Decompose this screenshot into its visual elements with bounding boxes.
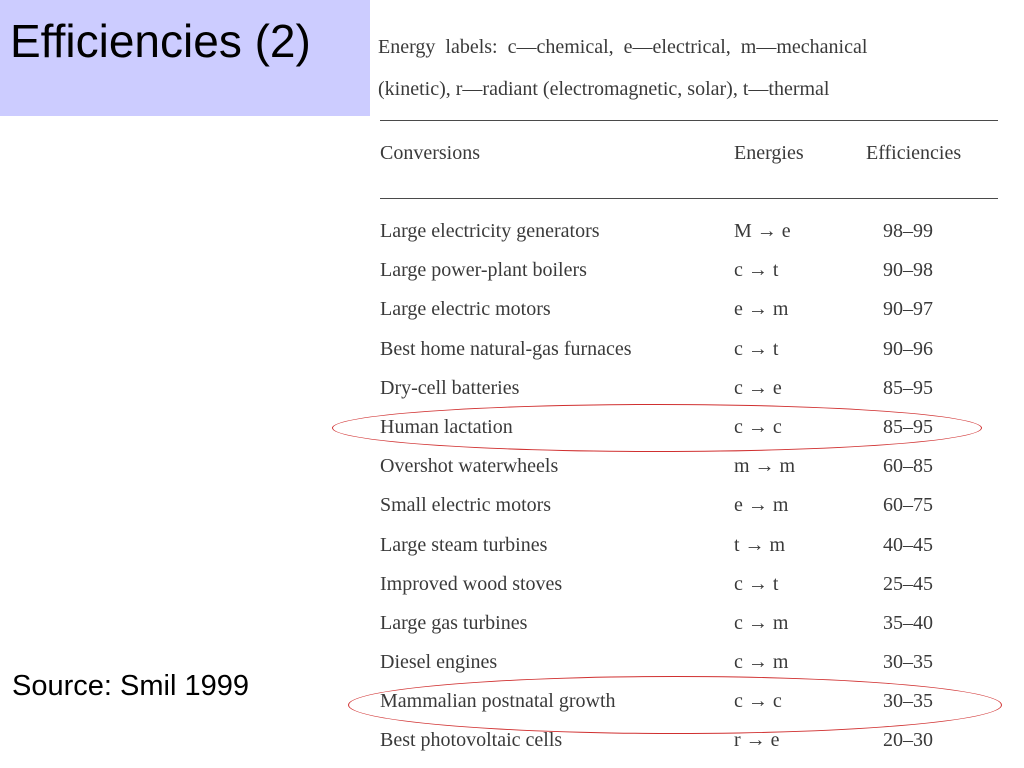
efficiency-cell: 90–98 — [883, 259, 933, 282]
scanned-table: Energy labels: c—chemical, e—electrical,… — [366, 0, 1024, 768]
table-row: Small electric motors e → m 60–75 — [366, 488, 1024, 527]
header-conversions: Conversions — [380, 142, 480, 164]
conversion-cell: Best home natural-gas furnaces — [380, 337, 632, 360]
conversion-cell: Overshot waterwheels — [380, 455, 559, 478]
conversion-cell: Diesel engines — [380, 651, 498, 674]
conversion-cell: Small electric motors — [380, 494, 552, 517]
efficiency-cell: 60–85 — [883, 455, 933, 478]
conversion-cell: Best photovoltaic cells — [380, 729, 563, 752]
efficiency-cell: 25–45 — [883, 572, 933, 595]
energies-cell: c → t — [734, 337, 779, 360]
energies-cell: M → e — [734, 220, 791, 242]
table-row: Large steam turbines t → m 40–45 — [366, 528, 1024, 567]
title-box: Efficiencies (2) — [0, 0, 370, 116]
efficiency-cell: 35–40 — [883, 611, 933, 634]
source-citation: Source: Smil 1999 — [12, 670, 249, 702]
table-row: Large electricity generators M → e 98–99 — [366, 214, 1024, 253]
table-row-highlighted: Mammalian postnatal growth c → c 30–35 — [366, 684, 1024, 723]
conversion-cell: Mammalian postnatal growth — [380, 690, 616, 713]
table-row: Dry-cell batteries c → e 85–95 — [366, 371, 1024, 410]
efficiency-cell: 60–75 — [883, 494, 933, 517]
energies-cell: r → e — [734, 729, 780, 752]
header-efficiencies: Efficiencies — [866, 142, 962, 164]
table-row: Best photovoltaic cells r → e 20–30 — [366, 723, 1024, 762]
conversion-cell: Human lactation — [380, 415, 513, 438]
table-row: Large power-plant boilers c → t 90–98 — [366, 253, 1024, 292]
efficiency-cell: 90–96 — [883, 337, 933, 360]
table-row: Overshot waterwheels m → m 60–85 — [366, 449, 1024, 488]
energies-cell: c → m — [734, 611, 789, 634]
energies-cell: c → t — [734, 259, 779, 282]
slide-title: Efficiencies (2) — [10, 15, 311, 67]
energies-cell: e → m — [734, 494, 789, 517]
energies-cell: e → m — [734, 298, 789, 321]
table-body: Large electricity generators M → e 98–99… — [366, 214, 1024, 763]
conversion-cell: Improved wood stoves — [380, 572, 563, 595]
energy-labels-legend-line-2: (kinetic), r—radiant (electromagnetic, s… — [378, 78, 830, 100]
conversion-cell: Large electricity generators — [380, 220, 600, 242]
energies-cell: c → c — [734, 415, 782, 438]
efficiency-cell: 30–35 — [883, 651, 933, 674]
conversion-cell: Large gas turbines — [380, 611, 528, 634]
table-top-rule — [380, 120, 998, 121]
conversion-cell: Large steam turbines — [380, 533, 548, 556]
efficiency-cell: 85–95 — [883, 415, 933, 438]
efficiency-cell: 20–30 — [883, 729, 933, 752]
table-row: Large gas turbines c → m 35–40 — [366, 606, 1024, 645]
conversion-cell: Dry-cell batteries — [380, 376, 520, 399]
conversion-cell: Large electric motors — [380, 298, 551, 321]
conversion-cell: Large power-plant boilers — [380, 259, 587, 282]
efficiency-cell: 90–97 — [883, 298, 933, 321]
table-row: Best home natural-gas furnaces c → t 90–… — [366, 332, 1024, 371]
efficiency-cell: 30–35 — [883, 690, 933, 713]
energies-cell: c → t — [734, 572, 779, 595]
table-row-highlighted: Human lactation c → c 85–95 — [366, 410, 1024, 449]
table-row: Diesel engines c → m 30–35 — [366, 645, 1024, 684]
table-row: Improved wood stoves c → t 25–45 — [366, 567, 1024, 606]
energies-cell: c → e — [734, 376, 782, 399]
table-header-rule — [380, 198, 998, 199]
energies-cell: c → m — [734, 651, 789, 674]
header-energies: Energies — [734, 142, 804, 164]
efficiency-cell: 40–45 — [883, 533, 933, 556]
energies-cell: m → m — [734, 455, 796, 478]
table-row: Large electric motors e → m 90–97 — [366, 292, 1024, 331]
efficiency-cell: 98–99 — [883, 220, 933, 242]
energies-cell: t → m — [734, 533, 786, 556]
efficiency-cell: 85–95 — [883, 376, 933, 399]
energies-cell: c → c — [734, 690, 782, 713]
energy-labels-legend-line-1: Energy labels: c—chemical, e—electrical,… — [378, 36, 868, 58]
